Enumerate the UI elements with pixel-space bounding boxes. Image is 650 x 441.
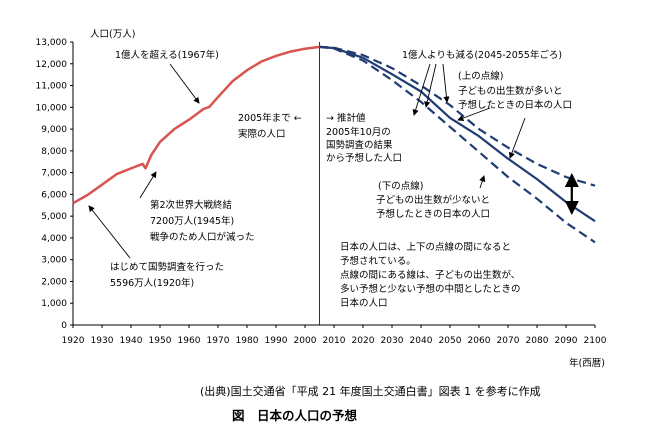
annotation-11: (下の点線) (378, 180, 423, 192)
annotation-arrow-7 (508, 117, 526, 159)
annotation-3: → 推計値 (326, 112, 366, 124)
x-tick-label: 2070 (497, 336, 520, 346)
x-tick-label: 1960 (178, 336, 201, 346)
annotation-12: 子どもの出生数が少ないと (376, 194, 490, 206)
annotation-2: 実際の人口 (238, 128, 286, 140)
x-tick-label: 2080 (526, 336, 549, 346)
y-tick-label: 13,000 (36, 38, 68, 48)
annotation-7: 1億人よりも減る(2045-2055年ごろ) (402, 49, 562, 61)
annotation-5: 国勢調査の結果 (326, 139, 393, 151)
x-tick-label: 2000 (294, 336, 317, 346)
x-tick-label: 1940 (120, 336, 143, 346)
x-tick-label: 2030 (381, 336, 404, 346)
x-tick-label: 1930 (91, 336, 114, 346)
x-tick-label: 2060 (468, 336, 491, 346)
y-tick-label: 0 (61, 321, 67, 331)
series-line-2 (319, 45, 596, 187)
x-tick-label: 1980 (236, 336, 259, 346)
y-axis-title: 人口(万人) (90, 29, 135, 40)
x-tick-label: 2010 (323, 336, 346, 346)
annotation-20: 予想されている。 (340, 255, 416, 267)
annotation-6: から予想した人口 (326, 152, 402, 164)
x-tick-label: 2100 (584, 336, 607, 346)
x-tick-label: 2090 (555, 336, 578, 346)
annotation-arrow-6 (457, 107, 491, 122)
annotation-0: 1億人を超える(1967年) (115, 49, 219, 61)
annotation-arrow-4 (424, 63, 437, 108)
annotation-8: (上の点線) (458, 70, 503, 82)
annotation-21: 点線の間にある線は、子どもの出生数が、 (340, 269, 520, 281)
annotation-arrow-8 (479, 175, 486, 189)
annotation-arrow-3 (412, 63, 431, 116)
annotation-4: 2005年10月の (326, 126, 391, 138)
x-tick-label: 2050 (439, 336, 462, 346)
annotation-17: はじめて国勢調査を行った (110, 261, 224, 273)
y-tick-label: 11,000 (36, 82, 68, 92)
y-tick-label: 2,000 (41, 277, 67, 287)
y-tick-label: 5,000 (41, 212, 67, 222)
y-tick-label: 1,000 (41, 299, 67, 309)
x-axis-title: 年(西暦) (569, 357, 605, 369)
annotation-arrow-5 (442, 63, 450, 103)
y-tick-label: 3,000 (41, 256, 67, 266)
annotation-arrow-2 (88, 205, 131, 259)
y-tick-label: 9,000 (41, 125, 67, 135)
annotation-23: 日本の人口 (340, 297, 388, 309)
y-tick-label: 7,000 (41, 169, 67, 179)
y-tick-label: 12,000 (36, 60, 68, 70)
y-tick-label: 8,000 (41, 147, 67, 157)
x-tick-label: 1990 (265, 336, 288, 346)
series-line-3 (319, 45, 596, 244)
series-line-0 (72, 45, 320, 205)
annotation-15: 7200万人(1945年) (150, 215, 234, 227)
x-tick-label: 2040 (410, 336, 433, 346)
y-tick-label: 4,000 (41, 234, 67, 244)
annotation-13: 予想したときの日本の人口 (376, 208, 490, 220)
y-tick-label: 10,000 (36, 103, 68, 113)
annotation-arrow-0 (169, 63, 200, 104)
annotation-arrow-1 (139, 171, 157, 199)
annotation-18: 5596万人(1920年) (110, 277, 194, 289)
x-tick-label: 2020 (352, 336, 375, 346)
annotation-14: 第2次世界大戦終結 (150, 199, 233, 211)
x-tick-label: 1920 (62, 336, 85, 346)
y-tick-label: 6,000 (41, 190, 67, 200)
series-line-1 (319, 45, 596, 223)
annotation-1: 2005年まで ← (238, 112, 302, 124)
x-tick-label: 1970 (207, 336, 230, 346)
annotation-22: 多い予想と少ない予想の中間としたときの (340, 283, 521, 295)
x-tick-label: 1950 (149, 336, 172, 346)
figure-caption: 図 日本の人口の予想 (232, 408, 358, 423)
annotation-16: 戦争のため人口が減った (150, 231, 255, 243)
source-note: (出典)国土交通省「平成 21 年度国土交通白書」図表 1 を参考に作成 (200, 385, 541, 398)
annotation-10: 予想したときの日本の人口 (458, 99, 572, 111)
annotation-19: 日本の人口は、上下の点線の間になると (340, 241, 511, 253)
annotation-9: 子どもの出生数が多いと (458, 85, 563, 97)
